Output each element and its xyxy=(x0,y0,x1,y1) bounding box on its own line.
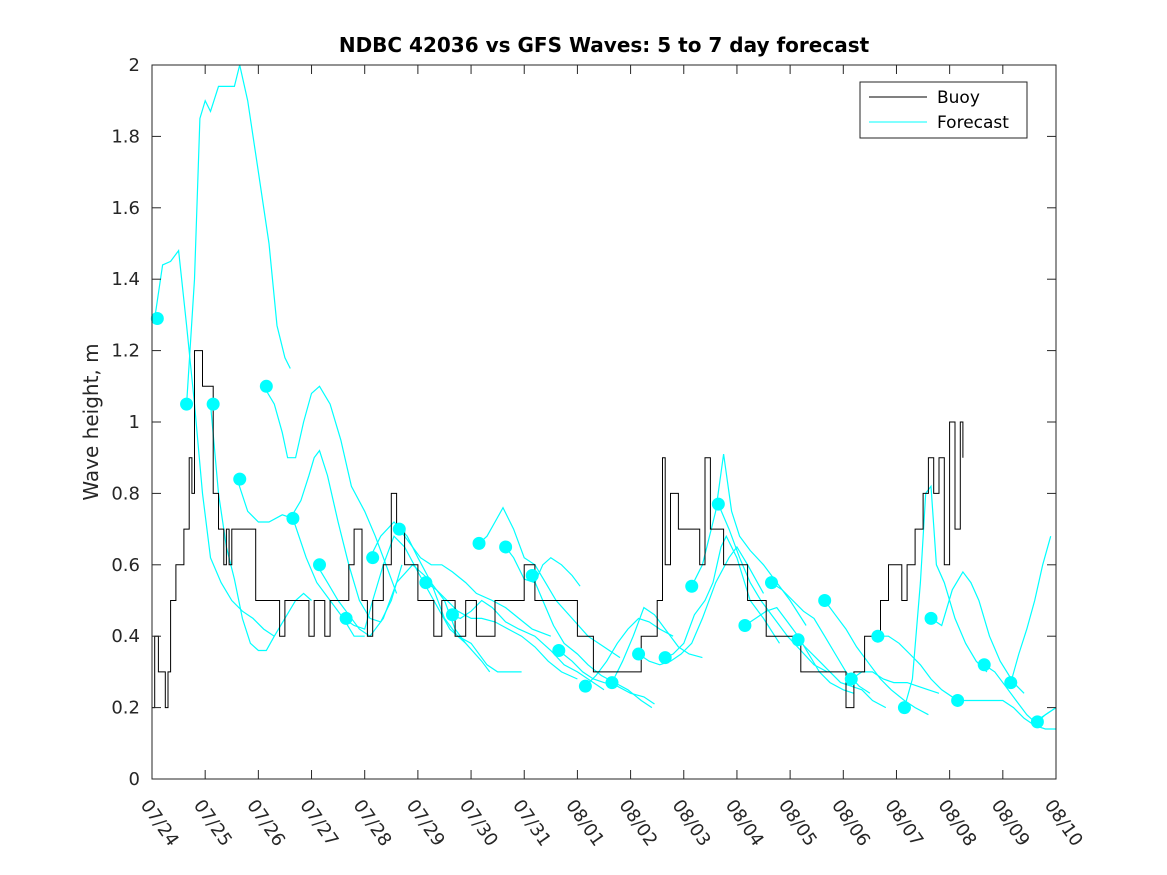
forecast-marker xyxy=(765,576,779,590)
forecast-marker xyxy=(206,397,220,411)
forecast-line xyxy=(505,546,581,587)
plot-area xyxy=(152,65,1056,779)
forecast-marker xyxy=(286,511,300,525)
forecast-line xyxy=(877,635,964,702)
forecast-line xyxy=(717,503,828,673)
y-tick-label: 0.6 xyxy=(111,555,140,576)
y-tick-label: 0.2 xyxy=(111,698,140,719)
y-axis-label: Wave height, m xyxy=(79,343,103,500)
forecast-line xyxy=(611,606,703,683)
forecast-marker xyxy=(871,629,885,643)
forecast-marker xyxy=(499,540,513,554)
forecast-marker xyxy=(339,611,353,625)
forecast-marker xyxy=(525,569,539,583)
forecast-marker xyxy=(897,701,911,715)
forecast-marker xyxy=(392,522,406,536)
forecast-marker xyxy=(977,658,991,672)
forecast-line xyxy=(1010,536,1052,683)
forecast-marker xyxy=(658,651,672,665)
forecast-marker xyxy=(711,497,725,511)
legend-label-buoy: Buoy xyxy=(937,88,980,108)
forecast-marker xyxy=(578,679,592,693)
forecast-marker xyxy=(419,576,433,590)
forecast-marker xyxy=(924,611,938,625)
forecast-marker xyxy=(552,643,566,657)
forecast-marker xyxy=(738,618,752,632)
forecast-line xyxy=(558,650,655,705)
forecast-marker xyxy=(632,647,646,661)
forecast-line xyxy=(930,570,1025,694)
forecast-line xyxy=(186,64,291,405)
forecast-line xyxy=(903,484,988,708)
legend-label-forecast: Forecast xyxy=(937,113,1009,133)
forecast-marker xyxy=(1004,676,1018,690)
chart-title: NDBC 42036 vs GFS Waves: 5 to 7 day fore… xyxy=(339,33,870,57)
y-tick-label: 0 xyxy=(129,769,140,790)
legend-box xyxy=(859,81,1028,139)
forecast-line xyxy=(154,249,275,637)
forecast-marker xyxy=(259,379,273,393)
y-tick-label: 0.4 xyxy=(111,626,140,647)
forecast-line xyxy=(263,385,398,594)
y-tick-label: 1.2 xyxy=(111,341,140,362)
buoy-line xyxy=(152,350,964,709)
y-tick-label: 1.8 xyxy=(111,126,140,147)
forecast-line xyxy=(638,545,765,666)
forecast-line xyxy=(664,534,781,659)
forecast-marker xyxy=(1030,715,1044,729)
forecast-marker xyxy=(685,579,699,593)
forecast-marker xyxy=(180,397,194,411)
forecast-line xyxy=(369,521,522,673)
forecast-marker xyxy=(951,693,965,707)
y-tick-label: 1 xyxy=(129,412,140,433)
forecast-markers xyxy=(150,311,1044,729)
forecast-line xyxy=(398,528,552,637)
y-tick-label: 1.4 xyxy=(111,269,140,290)
forecast-line xyxy=(584,617,674,687)
y-tick-label: 1.6 xyxy=(111,198,140,219)
buoy-line-group xyxy=(152,350,964,709)
forecast-marker xyxy=(233,472,247,486)
forecast-line xyxy=(449,599,605,691)
forecast-marker xyxy=(313,558,327,572)
y-tick-label: 2 xyxy=(129,55,140,76)
legend: Buoy Forecast xyxy=(859,81,1028,139)
y-axis-ticks: 0 0.2 0.4 0.6 0.8 1 1.2 1.4 1.6 1.8 2 xyxy=(111,55,1056,790)
forecast-marker xyxy=(844,672,858,686)
forecast-marker xyxy=(818,594,832,607)
y-tick-label: 0.8 xyxy=(111,483,140,504)
forecast-marker xyxy=(472,536,486,550)
forecast-line xyxy=(850,671,940,694)
forecast-marker xyxy=(605,676,619,690)
forecast-marker xyxy=(150,311,164,325)
forecast-marker xyxy=(791,633,805,647)
forecast-line xyxy=(797,639,887,709)
forecast-marker xyxy=(366,551,380,565)
forecast-marker xyxy=(445,608,459,622)
